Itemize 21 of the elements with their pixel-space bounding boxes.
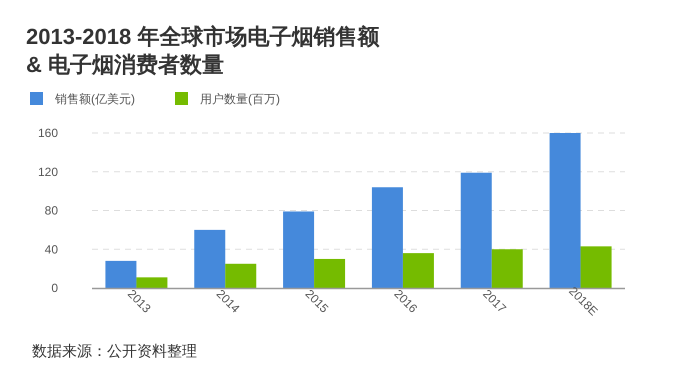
bar — [550, 133, 581, 288]
bar — [460, 172, 492, 288]
bar — [283, 211, 314, 288]
y-tick-label: 160 — [38, 126, 58, 140]
source-note: 数据来源：公开资料整理 — [32, 343, 197, 360]
bar — [105, 260, 136, 288]
legend-label: 销售额(亿美元) — [54, 92, 135, 106]
bar — [402, 253, 434, 288]
chart-title: 2013-2018 年全球市场电子烟销售额 & 电子烟消费者数量 — [26, 24, 380, 77]
bar — [314, 258, 346, 288]
y-tick-label: 120 — [38, 164, 58, 179]
y-tick-label: 0 — [51, 281, 58, 295]
legend-label: 用户数量(百万) — [200, 92, 280, 106]
bar — [372, 187, 403, 288]
bar — [580, 246, 612, 288]
bar — [194, 230, 226, 288]
y-tick-label: 80 — [44, 204, 58, 218]
y-tick-label: 40 — [44, 242, 58, 256]
bar — [492, 249, 523, 288]
bar — [225, 264, 256, 288]
bar — [136, 277, 168, 288]
